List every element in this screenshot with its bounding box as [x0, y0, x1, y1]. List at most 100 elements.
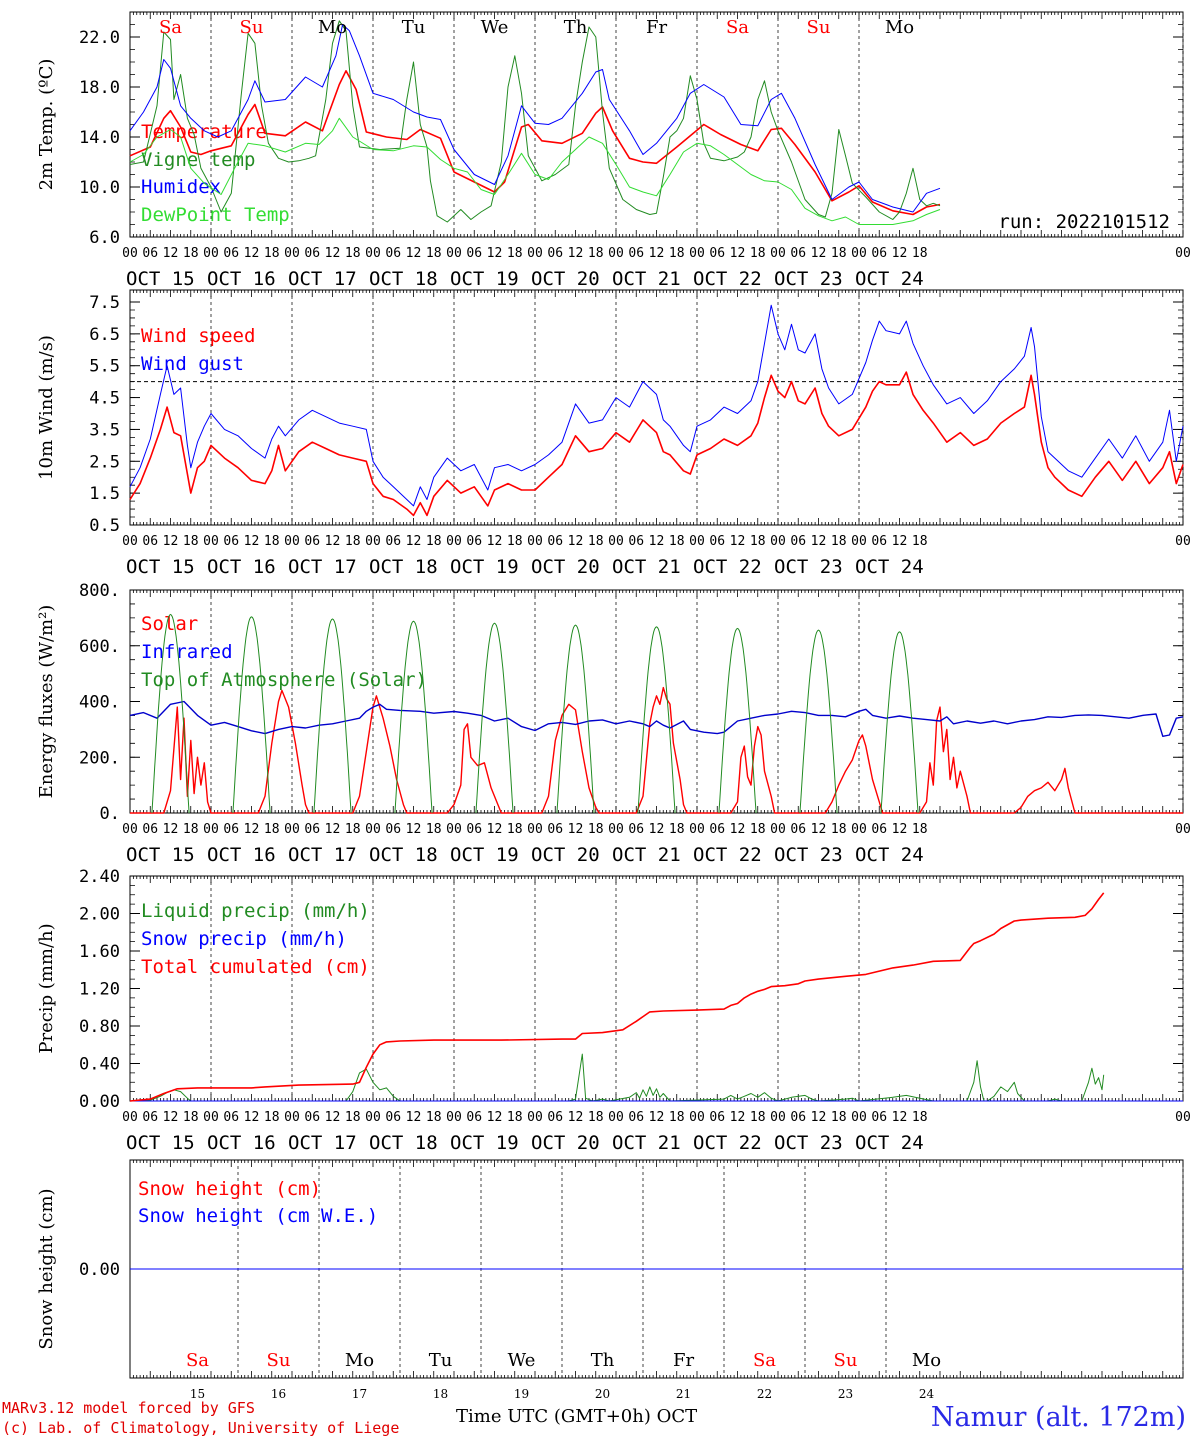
- day-number: 22: [757, 1387, 772, 1401]
- hour-tick-label: 06: [790, 822, 806, 837]
- hour-tick-label: 00: [446, 534, 462, 549]
- y-tick-label: 3.5: [89, 420, 120, 440]
- y-minor-ticks: [130, 301, 1183, 526]
- day-abbr-bottom: Mo: [345, 1350, 374, 1371]
- hour-tick-label: 06: [547, 534, 563, 549]
- date-label: OCT 15: [126, 556, 195, 578]
- hour-tick-label: 06: [223, 534, 239, 549]
- series-infrared: [129, 700, 1184, 737]
- hour-tick-label: 06: [304, 246, 320, 261]
- hour-tick-label: 12: [811, 1110, 827, 1125]
- y-tick-label: 1.5: [89, 484, 120, 504]
- hour-tick-label: 06: [142, 246, 158, 261]
- hour-tick-label: 18: [345, 822, 361, 837]
- day-abbr-bottom: Sa: [753, 1350, 776, 1371]
- day-number: 19: [514, 1387, 529, 1401]
- date-label: OCT 20: [531, 844, 600, 866]
- hour-tick-label: 06: [304, 1110, 320, 1125]
- hour-tick-label: 12: [325, 1110, 341, 1125]
- hour-tick-label: 18: [264, 822, 280, 837]
- day-abbr: Sa: [726, 17, 749, 38]
- hour-tick-label: 06: [628, 1110, 644, 1125]
- hour-tick-label: 12: [568, 534, 584, 549]
- hour-tick-label: 00: [770, 822, 786, 837]
- hour-tick-label: 18: [507, 534, 523, 549]
- hour-tick-label: 12: [892, 246, 908, 261]
- hour-tick-label: 18: [426, 246, 442, 261]
- hour-tick-label: 12: [568, 246, 584, 261]
- legend-entry: Liquid precip (mm/h): [141, 900, 370, 922]
- date-label: OCT 23: [774, 556, 843, 578]
- hour-tick-label: 12: [163, 822, 179, 837]
- hour-tick-label: 00: [527, 246, 543, 261]
- hour-tick-label: 00: [446, 822, 462, 837]
- y-tick-label: 200.: [79, 748, 120, 768]
- hour-tick-label: 18: [912, 822, 928, 837]
- y-tick-label: 0.00: [79, 1092, 120, 1112]
- date-label: OCT 19: [450, 1132, 519, 1154]
- hour-tick-label: 06: [142, 534, 158, 549]
- x-axis-title: Time UTC (GMT+0h) OCT: [456, 1406, 698, 1427]
- panel-snow: 0.00 Snow height (cm) Snow height (cm) Snow…: [36, 1159, 1184, 1401]
- y-tick-label: 0.5: [89, 516, 120, 536]
- y-tick-label: 6.0: [89, 228, 120, 248]
- hour-tick-label: 18: [588, 246, 604, 261]
- hour-tick-label: 00: [527, 822, 543, 837]
- hour-tick-label: 06: [628, 534, 644, 549]
- hour-tick-label: 00: [1175, 246, 1191, 261]
- hour-tick-label: 00: [122, 534, 138, 549]
- panel-frame: [129, 589, 1184, 814]
- hour-tick-label: 06: [223, 246, 239, 261]
- date-label: OCT 19: [450, 556, 519, 578]
- hour-tick-label: 12: [406, 534, 422, 549]
- date-label: OCT 23: [774, 1132, 843, 1154]
- hour-tick-label: 12: [163, 246, 179, 261]
- x-minor-ticks: [129, 1160, 1184, 1378]
- date-label: OCT 21: [612, 1132, 681, 1154]
- legend-entry: Humidex: [141, 176, 221, 198]
- day-abbr-bottom: Fr: [673, 1350, 694, 1371]
- hour-tick-label: 00: [1175, 1110, 1191, 1125]
- run-annotation: run: 2022101512: [998, 211, 1170, 233]
- y-tick-label: 22.0: [79, 28, 120, 48]
- hour-tick-label: 12: [649, 1110, 665, 1125]
- series-wind-speed: [129, 371, 1184, 517]
- day-abbr: Mo: [318, 17, 347, 38]
- day-number: 21: [676, 1387, 691, 1401]
- y-tick-label: 7.5: [89, 293, 120, 313]
- hour-tick-label: 00: [608, 1110, 624, 1125]
- y-minor-ticks: [130, 589, 1183, 814]
- y-tick-label: 1.60: [79, 942, 120, 962]
- hour-tick-label: 00: [365, 534, 381, 549]
- hour-tick-label: 06: [547, 822, 563, 837]
- hour-tick-label: 12: [487, 1110, 503, 1125]
- legend-entry: Snow precip (mm/h): [141, 928, 347, 950]
- hour-tick-label: 18: [912, 1110, 928, 1125]
- legend-entry: DewPoint Temp: [141, 204, 290, 226]
- hour-tick-label: 00: [608, 534, 624, 549]
- hour-tick-label: 06: [628, 246, 644, 261]
- hour-tick-label: 06: [871, 246, 887, 261]
- day-abbr-bottom: Su: [267, 1350, 291, 1371]
- y-tick-label: 2.5: [89, 452, 120, 472]
- hour-tick-label: 12: [892, 534, 908, 549]
- hour-tick-label: 12: [730, 534, 746, 549]
- y-tick-label: 0.80: [79, 1017, 120, 1037]
- date-label: OCT 18: [369, 556, 438, 578]
- series-total-cumulated-cm-: [129, 892, 1105, 1102]
- date-label: OCT 22: [693, 1132, 762, 1154]
- y-axis-label: Energy fluxes (W/m²): [36, 605, 57, 799]
- hour-tick-label: 00: [770, 1110, 786, 1125]
- day-number: 18: [433, 1387, 448, 1401]
- day-number: 16: [271, 1387, 286, 1401]
- hour-tick-label: 06: [304, 822, 320, 837]
- hour-tick-label: 18: [831, 1110, 847, 1125]
- hour-tick-label: 18: [183, 1110, 199, 1125]
- hour-tick-label: 00: [1175, 822, 1191, 837]
- date-label: OCT 17: [288, 268, 357, 290]
- hour-tick-label: 00: [365, 822, 381, 837]
- hour-tick-label: 18: [507, 822, 523, 837]
- hour-tick-label: 18: [750, 246, 766, 261]
- hour-tick-label: 12: [649, 822, 665, 837]
- y-tick-label: 0.: [100, 804, 120, 824]
